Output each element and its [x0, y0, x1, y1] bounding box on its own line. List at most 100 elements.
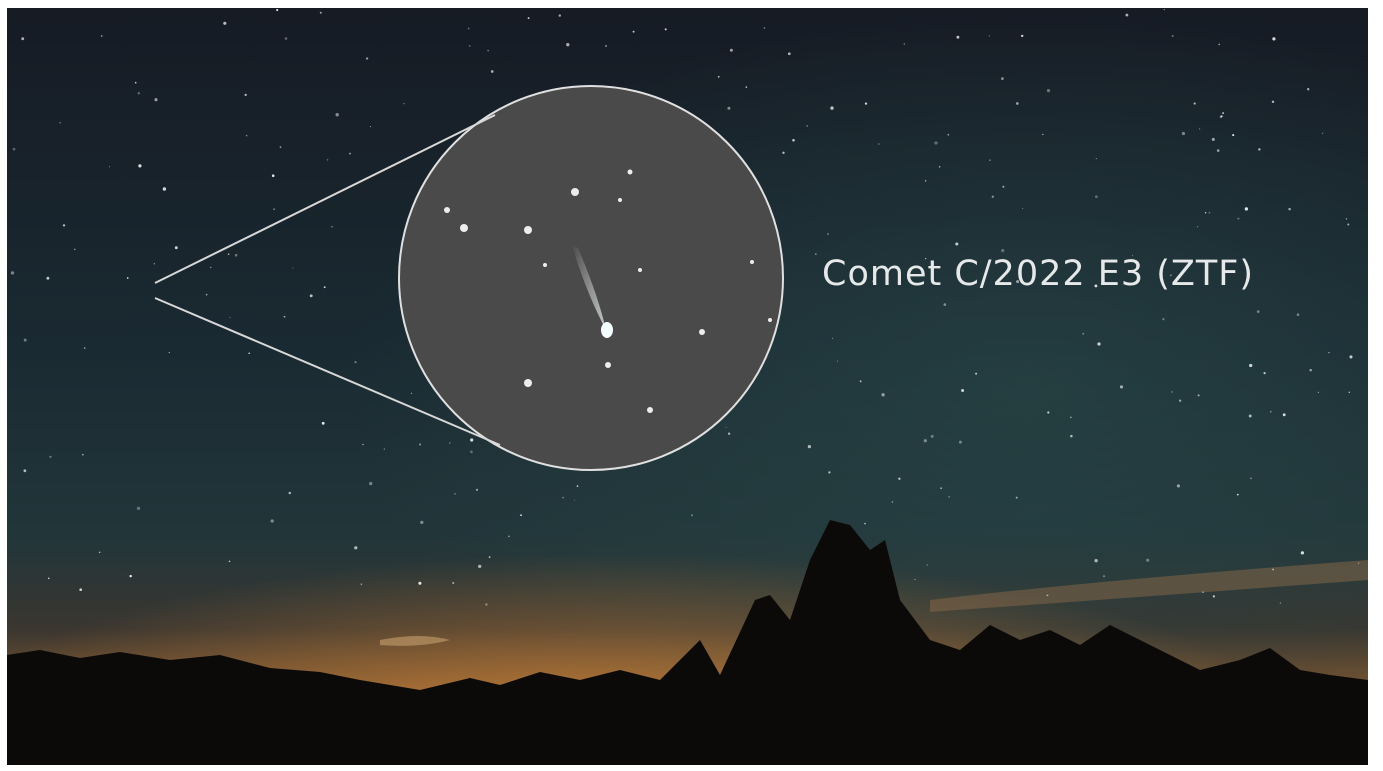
star [444, 207, 450, 213]
star [1258, 148, 1260, 150]
star [1270, 411, 1272, 413]
star [1245, 207, 1248, 210]
star [1197, 226, 1198, 227]
star [1272, 569, 1274, 571]
star [229, 317, 230, 318]
star [362, 444, 363, 445]
star [605, 362, 611, 368]
star [369, 482, 372, 485]
star [792, 139, 795, 142]
star [248, 353, 250, 355]
star [830, 106, 833, 109]
star [349, 153, 351, 155]
zoom-inset [399, 86, 783, 470]
star [138, 164, 141, 167]
star [892, 501, 894, 503]
star [618, 198, 622, 202]
star [1182, 132, 1185, 135]
star [898, 478, 900, 480]
star [1096, 158, 1097, 159]
page: Comet C/2022 E3 (ZTF) (() => { const dat… [0, 0, 1383, 771]
star [947, 134, 949, 136]
star [1164, 9, 1165, 10]
star [127, 277, 129, 279]
star [1212, 138, 1215, 141]
star [806, 125, 808, 127]
star [289, 492, 292, 495]
star [1047, 411, 1049, 413]
star [1094, 559, 1097, 562]
star [718, 76, 720, 78]
star [74, 249, 75, 250]
star [1272, 37, 1275, 40]
star [1002, 186, 1004, 188]
star [476, 489, 478, 491]
star [1199, 128, 1200, 129]
star [1309, 369, 1312, 372]
star [1162, 318, 1164, 320]
star [370, 126, 371, 127]
star [1257, 310, 1260, 313]
scene [7, 8, 1368, 765]
star [1047, 89, 1050, 92]
star [354, 361, 356, 363]
star [1221, 115, 1223, 117]
star [1283, 413, 1286, 416]
star [135, 82, 137, 84]
star [1016, 102, 1019, 105]
star [336, 113, 339, 116]
star [63, 224, 65, 226]
star [1194, 103, 1196, 105]
star [605, 45, 607, 47]
star [524, 226, 532, 234]
star [84, 347, 85, 348]
star [878, 143, 879, 144]
star [460, 224, 468, 232]
star [327, 159, 328, 160]
star [726, 427, 727, 428]
star [788, 52, 791, 55]
star [324, 286, 326, 288]
star [48, 578, 50, 580]
star [559, 14, 561, 16]
star [1042, 134, 1043, 135]
star [730, 49, 733, 52]
star [1318, 392, 1319, 393]
star [1179, 399, 1181, 401]
star [837, 361, 838, 362]
star [1125, 14, 1128, 17]
star [782, 152, 784, 154]
star [1097, 342, 1100, 345]
star [948, 496, 950, 498]
star [633, 31, 635, 33]
star [49, 456, 51, 458]
star [354, 546, 357, 549]
star [454, 493, 456, 495]
star [420, 521, 423, 524]
star [1001, 249, 1004, 252]
star [508, 536, 509, 537]
star [21, 37, 24, 40]
star [206, 294, 208, 296]
star [577, 485, 579, 487]
star [403, 103, 404, 104]
star [1217, 149, 1220, 152]
star [832, 338, 833, 339]
star [1022, 208, 1023, 209]
star [1198, 394, 1200, 396]
star [574, 500, 575, 501]
star [815, 253, 817, 255]
star [418, 582, 421, 585]
star [276, 9, 278, 11]
star [1237, 494, 1239, 496]
star [223, 22, 226, 25]
star [292, 267, 293, 268]
star [939, 166, 941, 168]
star [101, 35, 103, 37]
star [989, 35, 990, 36]
comet-label: Comet C/2022 E3 (ZTF) [822, 254, 1254, 294]
star [925, 180, 926, 181]
star [1250, 477, 1252, 479]
star [1070, 417, 1072, 419]
star [229, 561, 230, 562]
